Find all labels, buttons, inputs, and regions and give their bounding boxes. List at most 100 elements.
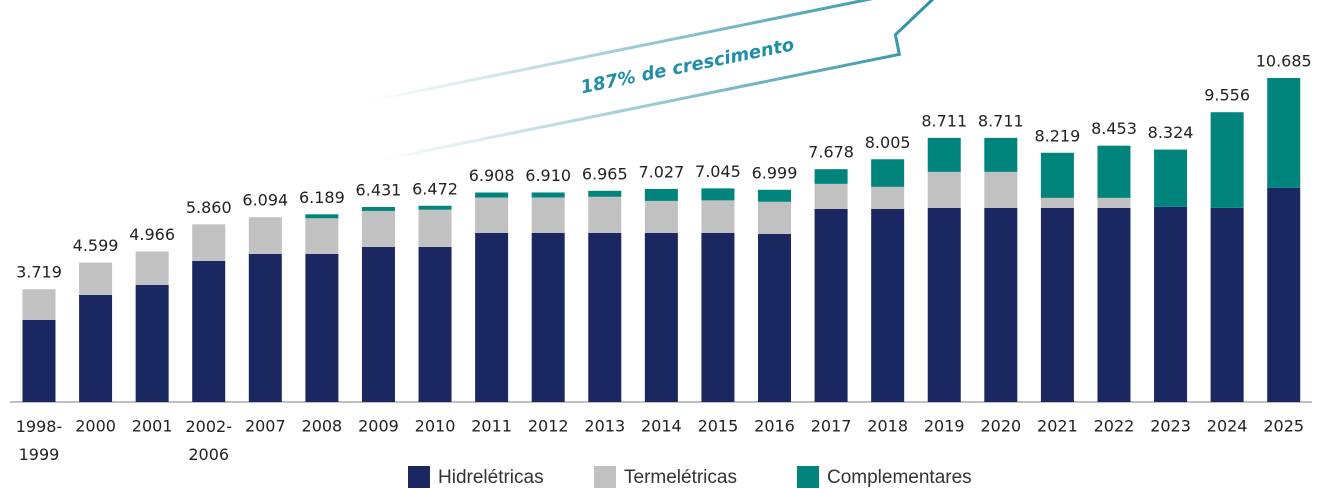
bar-segment — [361, 210, 395, 247]
total-label: 4.966 — [129, 225, 175, 244]
bar-segment — [1154, 206, 1188, 402]
total-label: 8.711 — [921, 111, 967, 130]
bar-segment — [814, 169, 848, 184]
bar-segment — [701, 200, 735, 233]
bar-segment — [588, 232, 622, 402]
total-label: 8.324 — [1148, 123, 1194, 142]
total-label: 8.005 — [865, 133, 911, 152]
growth-arrow: 187% de crescimento — [367, 0, 940, 162]
x-tick-label: 2025 — [1263, 417, 1304, 436]
legend-swatch — [408, 466, 430, 488]
bar-segment — [984, 137, 1018, 172]
legend-swatch — [594, 466, 616, 488]
bar-segment — [305, 253, 339, 402]
bar-segment — [701, 232, 735, 402]
x-tick-label: 1998-1999 — [16, 417, 63, 464]
total-label: 6.094 — [242, 191, 288, 210]
x-tick-label: 2012 — [528, 417, 569, 436]
bar-segment — [79, 294, 113, 402]
bar-segment — [305, 214, 339, 219]
x-tick-label: 2008 — [302, 417, 343, 436]
total-label: 7.678 — [808, 143, 854, 162]
total-label: 6.431 — [356, 180, 402, 199]
bar-segment — [644, 232, 678, 402]
total-label: 8.711 — [978, 111, 1024, 130]
bar-segment — [927, 207, 961, 402]
total-label: 6.910 — [525, 166, 571, 185]
bar-segment — [814, 183, 848, 209]
bar-segment — [758, 233, 792, 402]
x-tick-label: 2019 — [924, 417, 965, 436]
x-tick-label: 2007 — [245, 417, 286, 436]
total-label: 6.472 — [412, 179, 458, 198]
bar-segment — [1040, 207, 1074, 402]
x-tick-label: 2015 — [698, 417, 739, 436]
x-tick-label: 2018 — [867, 417, 908, 436]
total-label: 10.685 — [1256, 52, 1312, 71]
bar-segment — [927, 171, 961, 208]
bar-segment — [644, 188, 678, 201]
x-tick-label: 2009 — [358, 417, 399, 436]
x-tick-label: 2021 — [1037, 417, 1078, 436]
bar-segment — [22, 289, 56, 320]
legend-swatch — [797, 466, 819, 488]
bar-segment — [984, 171, 1018, 208]
bar-segment — [1210, 112, 1244, 208]
bar-segment — [361, 246, 395, 402]
bar-segment — [361, 206, 395, 211]
bar-segment — [531, 232, 565, 402]
legend-label: Termelétricas — [624, 467, 737, 488]
bar-segment — [248, 217, 282, 254]
x-tick-label: 2002-2006 — [185, 417, 232, 464]
bar-segment — [418, 205, 452, 210]
bar-segment — [644, 200, 678, 233]
total-label: 8.219 — [1034, 126, 1080, 145]
total-label: 7.027 — [638, 162, 684, 181]
bar-segment — [1040, 152, 1074, 198]
total-label: 3.719 — [16, 263, 62, 282]
bar-segment — [135, 284, 169, 402]
bar-segment — [79, 262, 113, 295]
bar-segment — [475, 197, 509, 233]
x-tick-label: 2013 — [584, 417, 625, 436]
total-label: 9.556 — [1204, 86, 1250, 105]
bar-segment — [814, 208, 848, 402]
bar-segment — [1040, 197, 1074, 208]
bar-segment — [701, 188, 735, 201]
bar-segment — [1267, 78, 1301, 188]
x-tick-label: 2011 — [471, 417, 512, 436]
x-tick-label: 2014 — [641, 417, 682, 436]
bar-segment — [135, 251, 169, 285]
bar-segment — [22, 319, 56, 402]
bar-segment — [418, 209, 452, 247]
bar-segment — [758, 189, 792, 202]
x-tick-label: 2017 — [811, 417, 852, 436]
x-tick-label: 2023 — [1150, 417, 1191, 436]
bar-segment — [871, 208, 905, 402]
bar-segment — [588, 196, 622, 233]
x-tick-label: 2000 — [75, 417, 116, 436]
x-tick-label: 2010 — [415, 417, 456, 436]
bar-segment — [475, 232, 509, 402]
x-tick-label: 2001 — [132, 417, 173, 436]
bar-segment — [531, 197, 565, 233]
bar-segment — [1267, 187, 1301, 402]
bar-segment — [1210, 207, 1244, 402]
bar-segment — [1097, 197, 1131, 208]
bar-segment — [248, 253, 282, 402]
bar-segment — [758, 201, 792, 234]
bar-segment — [871, 186, 905, 209]
x-tick-label: 2016 — [754, 417, 795, 436]
x-tick-label: 2022 — [1094, 417, 1135, 436]
total-label: 8.453 — [1091, 119, 1137, 138]
bar-segment — [1097, 145, 1131, 198]
bar-segment — [1097, 207, 1131, 402]
bar-segment — [927, 137, 961, 172]
bar-segment — [984, 207, 1018, 402]
bar-segment — [305, 218, 339, 254]
x-tick-label: 2020 — [980, 417, 1021, 436]
total-label: 5.860 — [186, 198, 232, 217]
total-label: 6.908 — [469, 166, 515, 185]
annotation: 187% de crescimento — [579, 34, 796, 98]
